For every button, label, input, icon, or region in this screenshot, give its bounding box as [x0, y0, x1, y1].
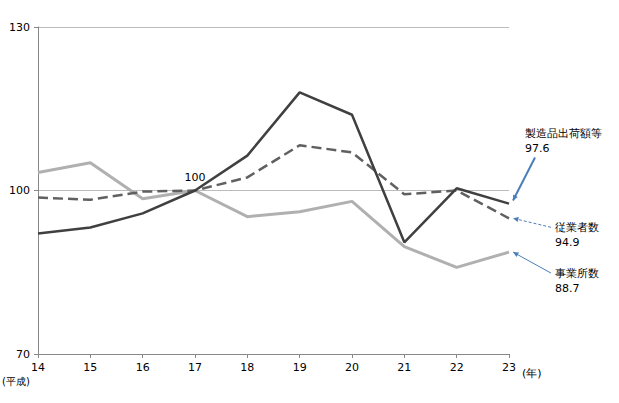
svg-text:130: 130: [9, 21, 30, 34]
svg-text:100: 100: [185, 171, 206, 184]
svg-text:22: 22: [450, 361, 464, 374]
svg-text:18: 18: [240, 361, 254, 374]
svg-text:100: 100: [9, 184, 30, 197]
svg-text:19: 19: [293, 361, 307, 374]
svg-text:(平成): (平成): [2, 376, 30, 387]
svg-text:88.7: 88.7: [555, 282, 580, 295]
svg-text:14: 14: [31, 361, 45, 374]
svg-text:21: 21: [397, 361, 411, 374]
svg-text:(年): (年): [522, 367, 542, 380]
svg-text:16: 16: [136, 361, 150, 374]
svg-text:20: 20: [345, 361, 359, 374]
svg-text:17: 17: [188, 361, 202, 374]
svg-text:70: 70: [16, 348, 30, 361]
svg-text:94.9: 94.9: [555, 236, 580, 249]
svg-text:15: 15: [83, 361, 97, 374]
svg-text:97.6: 97.6: [525, 142, 550, 155]
svg-text:事業所数: 事業所数: [555, 267, 599, 280]
svg-text:従業者数: 従業者数: [555, 221, 599, 234]
svg-text:製造品出荷額等: 製造品出荷額等: [525, 127, 602, 140]
svg-text:23: 23: [502, 361, 516, 374]
